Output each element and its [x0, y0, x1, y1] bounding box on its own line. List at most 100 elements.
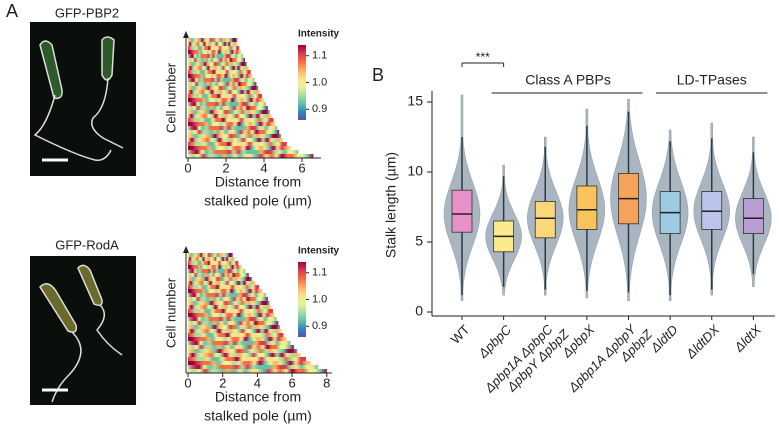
- heatmap-row: [188, 269, 246, 274]
- heatmap-row: [188, 94, 263, 99]
- colorbar-tick-label: 0.9: [312, 320, 327, 332]
- heatmap-row: [188, 38, 238, 43]
- x-tick-label: 0: [184, 160, 191, 175]
- heatmap-row: [188, 50, 242, 55]
- heatmap-row: [188, 369, 327, 374]
- box: [742, 198, 764, 235]
- annotation: LD-TPases: [677, 72, 747, 88]
- heatmap-row: [188, 126, 278, 131]
- heatmap-row: [188, 102, 266, 107]
- heatmap-row: [188, 321, 279, 326]
- y-tick-label: 10: [407, 163, 423, 179]
- heatmap-row: [188, 289, 263, 294]
- box: [576, 185, 598, 230]
- heatmap-row: [188, 142, 287, 147]
- heatmap-row: [188, 341, 291, 346]
- x-tick-label: ΔldtD: [647, 322, 681, 356]
- colorbar-tick-label: 0.9: [312, 103, 327, 115]
- x-tick-label: ΔpbpC: [475, 322, 515, 362]
- heatmap-row: [188, 337, 287, 342]
- colorbar-tick-label: 1.1: [312, 267, 327, 279]
- x-tick-label: WT: [448, 322, 473, 347]
- heatmap-row: [188, 333, 284, 338]
- micrograph: [30, 256, 136, 405]
- heatmap-row: [188, 277, 253, 282]
- heatmap-row: [188, 106, 268, 111]
- x-tick-label: 2: [219, 375, 226, 390]
- heatmap-row: [188, 118, 274, 123]
- micrograph-label: GFP-PBP2: [55, 5, 119, 20]
- x-tick-label: 4: [254, 375, 261, 390]
- x-axis-label: stalked pole (µm): [204, 193, 312, 209]
- x-tick-label: 6: [288, 375, 295, 390]
- heatmap-row: [188, 365, 319, 370]
- y-tick-label: 15: [407, 93, 423, 109]
- x-tick-label: ΔldtX: [731, 321, 765, 355]
- x-axis-label: Distance from: [215, 389, 301, 405]
- heatmap-row: [188, 361, 312, 366]
- heatmap-row: [188, 325, 280, 330]
- heatmap-row: [188, 66, 249, 71]
- box: [451, 189, 473, 233]
- heatmap-row: [188, 297, 268, 302]
- heatmap-row: [188, 313, 275, 318]
- heatmap-row: [188, 345, 294, 350]
- heatmap-row: [188, 82, 257, 87]
- heatmap-row: [188, 130, 280, 135]
- colorbar: [298, 45, 306, 120]
- heatmap-row: [188, 122, 276, 127]
- heatmap-row: [188, 301, 270, 306]
- annotation: ***: [476, 50, 490, 64]
- heatmap-row: [188, 110, 270, 115]
- heatmap-row: [188, 261, 239, 266]
- x-tick-label: ΔldtDX: [682, 321, 723, 362]
- heatmap-row: [188, 62, 247, 67]
- heatmap-row: [188, 46, 240, 51]
- y-axis-label: Cell number: [163, 62, 178, 133]
- heatmap-row: [188, 253, 234, 258]
- x-axis-label: Distance from: [215, 174, 301, 190]
- x-tick-label: 8: [323, 375, 330, 390]
- axis-arrow: [183, 246, 189, 253]
- x-tick-label: 6: [298, 160, 305, 175]
- heatmap-row: [188, 281, 256, 286]
- heatmap-row: [188, 70, 251, 75]
- heatmap-row: [188, 98, 264, 103]
- heatmap-row: [188, 317, 277, 322]
- axis-arrow: [183, 31, 189, 38]
- heatmap-row: [188, 74, 253, 79]
- heatmap-row: [188, 90, 261, 95]
- heatmap-row: [188, 138, 283, 143]
- micrograph-label: GFP-RodA: [55, 237, 119, 252]
- colorbar-tick-label: 1.1: [312, 50, 327, 62]
- heatmap-row: [188, 86, 259, 91]
- micrograph: [30, 22, 136, 176]
- colorbar-tick-label: 1.0: [312, 76, 327, 88]
- x-tick-label: 0: [184, 375, 191, 390]
- heatmap-row: [188, 78, 255, 83]
- heatmap-row: [188, 114, 272, 119]
- x-axis-label: stalked pole (µm): [204, 408, 312, 424]
- colorbar-title: Intensity: [298, 29, 340, 40]
- heatmap-row: [188, 273, 249, 278]
- annotation: Class A PBPs: [525, 72, 611, 88]
- y-axis-label: Cell number: [163, 277, 178, 348]
- heatmap-row: [188, 305, 272, 310]
- heatmap-row: [188, 349, 298, 354]
- heatmap-row: [188, 146, 291, 151]
- colorbar-tick-label: 1.0: [312, 293, 327, 305]
- colorbar-title: Intensity: [298, 246, 340, 257]
- colorbar: [298, 262, 306, 337]
- heatmap-row: [188, 257, 235, 262]
- heatmap-row: [188, 54, 244, 59]
- heatmap-row: [188, 329, 282, 334]
- y-tick-label: 5: [415, 233, 423, 249]
- heatmap-row: [188, 42, 238, 47]
- heatmap-row: [188, 58, 245, 63]
- x-tick-label: 4: [260, 160, 267, 175]
- heatmap-row: [188, 353, 301, 358]
- x-tick-label: 2: [222, 160, 229, 175]
- heatmap-row: [188, 134, 282, 139]
- heatmap-row: [188, 154, 314, 159]
